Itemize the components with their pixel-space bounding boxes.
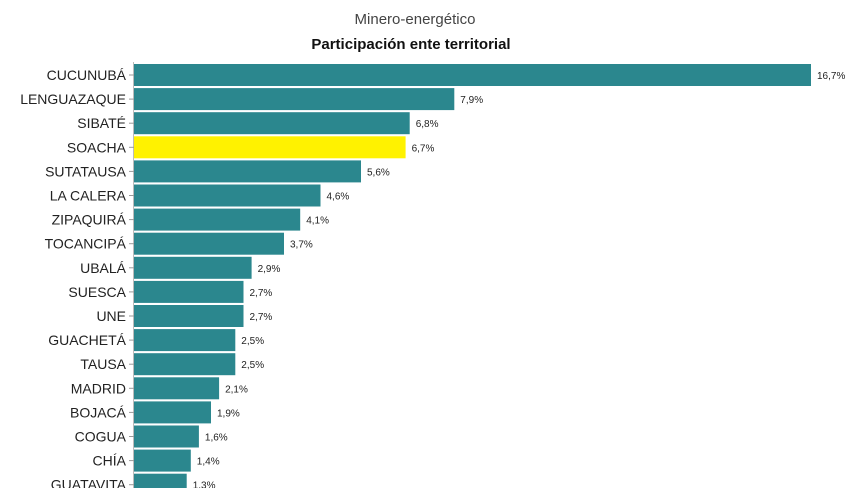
bar [134,329,236,352]
value-label: 2,7% [250,288,273,299]
value-label: 4,6% [327,192,350,203]
y-tick-label: GUACHETÁ [48,332,126,348]
bar [134,112,410,135]
y-tick-label: CUCUNUBÁ [47,67,127,83]
y-tick-label: SUTATAUSA [45,163,127,179]
y-tick-label: COGUA [75,429,127,445]
value-label: 6,8% [416,119,439,130]
value-label: 5,6% [367,167,390,178]
bar [134,449,191,472]
bar [134,64,811,86]
value-label: 3,7% [290,240,313,251]
value-label: 1,6% [205,433,228,444]
bar [134,377,220,400]
y-tick-label: TOCANCIPÁ [45,236,127,252]
value-label: 2,5% [241,360,264,371]
value-label: 6,7% [412,143,435,154]
bar [134,473,187,488]
y-tick-label: SUESCA [68,284,126,300]
bar [134,88,455,111]
y-tick-label: LENGUAZAQUE [20,91,126,107]
bar [134,280,244,303]
value-label: 2,1% [225,384,248,395]
y-tick-label: UNE [96,308,126,324]
y-tick-label: SOACHA [67,139,127,155]
value-label: 2,9% [258,264,281,275]
chart-subtitle: Minero-energético [355,11,476,28]
bar [134,305,244,327]
value-label: 1,3% [193,481,216,488]
bars-layer: CUCUNUBÁ 16,7% LENGUAZAQUE 7,9% SIBATÉ 6,8% SO… [20,64,845,488]
y-tick-label: LA CALERA [50,188,127,204]
bar [134,232,284,255]
value-label: 4,1% [306,216,329,227]
chart-title: Participación ente territorial [311,36,510,53]
bar [134,353,236,376]
y-tick-label: CHÍA [93,453,127,469]
bar-highlighted [134,136,406,159]
y-tick-label: ZIPAQUIRÁ [52,212,127,228]
value-label: 1,9% [217,408,240,419]
bar [134,425,199,448]
y-tick-label: UBALÁ [80,260,127,276]
bar [134,160,361,183]
value-label: 16,7% [817,71,845,82]
value-label: 2,7% [250,312,273,323]
bar [134,401,211,424]
y-tick-label: GUATAVITA [51,477,127,488]
value-label: 7,9% [460,95,483,106]
value-label: 1,4% [197,457,220,468]
y-tick-label: BOJACÁ [70,404,127,420]
bar [134,208,301,231]
y-tick-label: TAUSA [80,356,126,372]
value-label: 2,5% [241,336,264,347]
bar [134,256,252,279]
y-tick-label: MADRID [71,380,126,396]
y-tick-label: SIBATÉ [77,115,126,131]
bar [134,184,321,207]
